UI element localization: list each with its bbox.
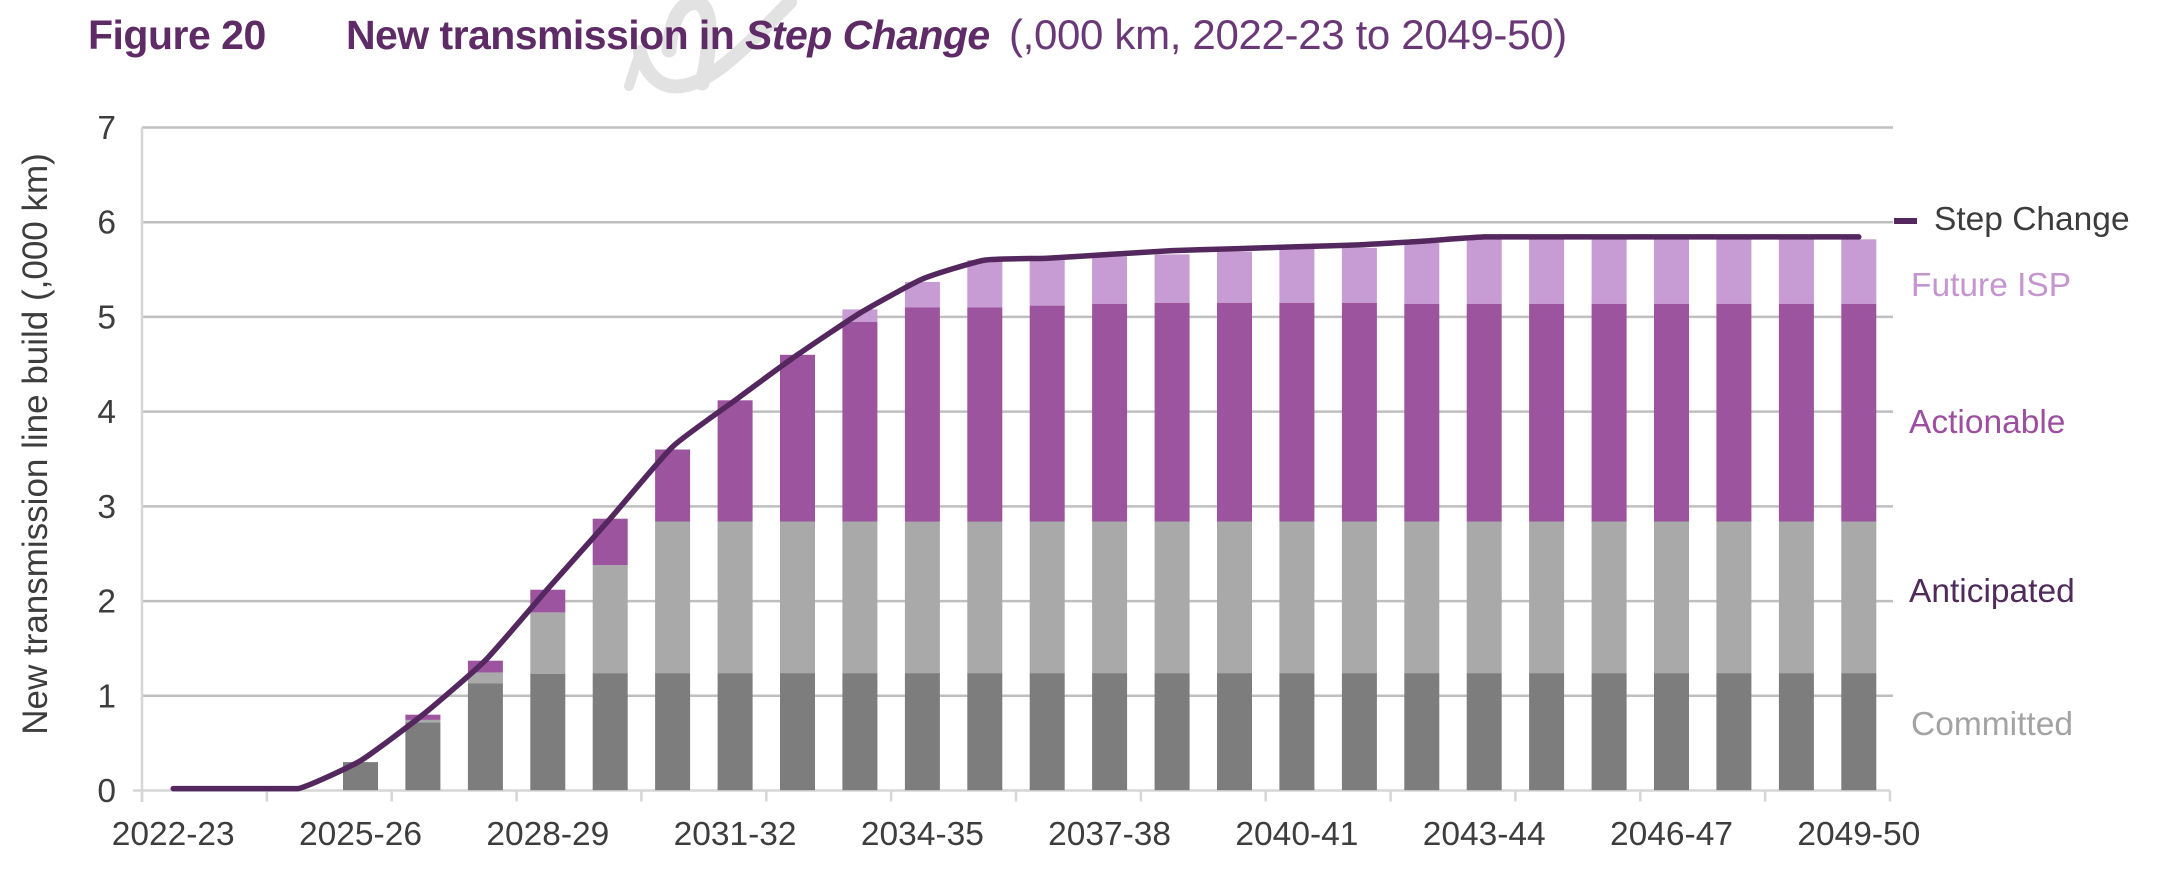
svg-text:New transmission line build (,: New transmission line build (,000 km) (16, 153, 55, 735)
svg-text:Anticipated: Anticipated (1909, 573, 2075, 610)
svg-text:Step Change: Step Change (1934, 201, 2130, 238)
svg-text:4: 4 (97, 394, 116, 431)
svg-text:5: 5 (97, 299, 116, 336)
svg-text:1: 1 (97, 678, 116, 715)
svg-text:2031-32: 2031-32 (674, 816, 797, 853)
svg-text:6: 6 (97, 205, 116, 242)
svg-text:2025-26: 2025-26 (299, 816, 422, 853)
svg-text:2034-35: 2034-35 (861, 816, 984, 853)
svg-text:2040-41: 2040-41 (1235, 816, 1358, 853)
svg-text:3: 3 (97, 489, 116, 526)
svg-text:2043-44: 2043-44 (1423, 816, 1546, 853)
svg-text:2: 2 (97, 584, 116, 621)
svg-text:0: 0 (97, 773, 116, 810)
svg-text:2037-38: 2037-38 (1048, 816, 1171, 853)
svg-text:Figure 20: Figure 20 (88, 12, 266, 58)
svg-text:Future ISP: Future ISP (1911, 267, 2071, 304)
svg-text:New transmission in Step Chang: New transmission in Step Change (346, 12, 990, 58)
svg-text:2046-47: 2046-47 (1610, 816, 1733, 853)
svg-text:7: 7 (97, 110, 116, 147)
svg-text:2022-23: 2022-23 (112, 816, 235, 853)
svg-text:Committed: Committed (1911, 706, 2073, 743)
svg-text:2028-29: 2028-29 (486, 816, 609, 853)
svg-text:(,000 km, 2022-23 to 2049-50): (,000 km, 2022-23 to 2049-50) (1009, 11, 1567, 58)
svg-text:Actionable: Actionable (1909, 404, 2065, 441)
svg-text:2049-50: 2049-50 (1797, 816, 1920, 853)
